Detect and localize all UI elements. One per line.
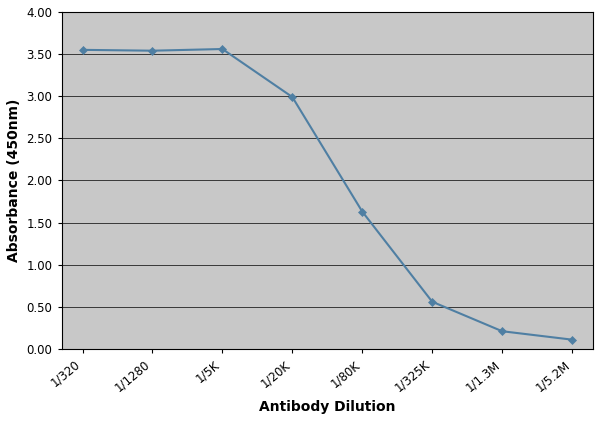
Y-axis label: Absorbance (450nm): Absorbance (450nm) [7, 99, 21, 262]
X-axis label: Antibody Dilution: Antibody Dilution [259, 400, 395, 414]
